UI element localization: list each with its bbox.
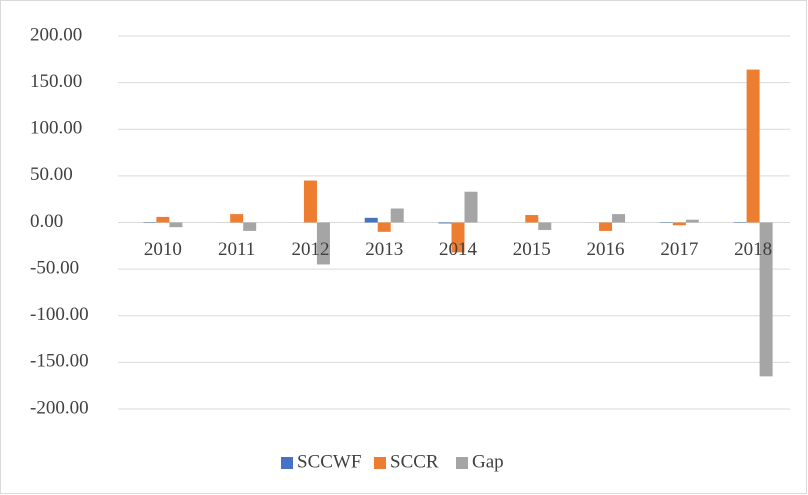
y-tick-label: 200.00 bbox=[30, 24, 82, 45]
y-tick-label: 0.00 bbox=[30, 211, 63, 232]
bar bbox=[746, 69, 760, 223]
x-tick-label: 2012 bbox=[291, 239, 329, 260]
legend-label: SCCR bbox=[390, 451, 439, 472]
x-tick-label: 2017 bbox=[660, 239, 698, 260]
y-tick-label: -50.00 bbox=[30, 257, 79, 278]
legend-swatch bbox=[374, 457, 386, 469]
y-tick-label: -150.00 bbox=[30, 351, 89, 372]
x-tick-label: 2011 bbox=[218, 239, 255, 260]
bar bbox=[377, 222, 391, 232]
bar bbox=[303, 180, 317, 223]
bar bbox=[685, 219, 699, 223]
legend-swatch bbox=[281, 457, 293, 469]
bar bbox=[672, 222, 686, 226]
legend-label: SCCWF bbox=[297, 451, 361, 472]
bar bbox=[451, 222, 465, 253]
bar bbox=[538, 222, 552, 230]
bar bbox=[390, 208, 404, 223]
bar bbox=[525, 215, 539, 223]
y-tick-label: 100.00 bbox=[30, 118, 82, 139]
y-tick-label: -100.00 bbox=[30, 304, 89, 325]
bar bbox=[316, 222, 330, 265]
x-tick-label: 2010 bbox=[144, 239, 182, 260]
x-tick-label: 2016 bbox=[587, 239, 625, 260]
x-tick-label: 2013 bbox=[365, 239, 403, 260]
y-tick-label: 150.00 bbox=[30, 71, 82, 92]
bar bbox=[156, 216, 170, 223]
y-tick-label: 50.00 bbox=[30, 164, 73, 185]
bar bbox=[759, 222, 773, 377]
bar bbox=[599, 222, 613, 231]
x-tick-label: 2015 bbox=[513, 239, 551, 260]
bar bbox=[438, 222, 452, 224]
bar bbox=[464, 191, 478, 223]
x-tick-label: 2014 bbox=[439, 239, 478, 260]
bar bbox=[230, 214, 244, 223]
y-tick-label: -200.00 bbox=[30, 397, 89, 418]
bar bbox=[243, 222, 257, 231]
legend-swatch bbox=[456, 457, 468, 469]
bar bbox=[612, 214, 626, 223]
legend-label: Gap bbox=[472, 451, 504, 472]
bar bbox=[364, 217, 378, 223]
bar bbox=[169, 222, 183, 228]
x-tick-label: 2018 bbox=[734, 239, 772, 260]
